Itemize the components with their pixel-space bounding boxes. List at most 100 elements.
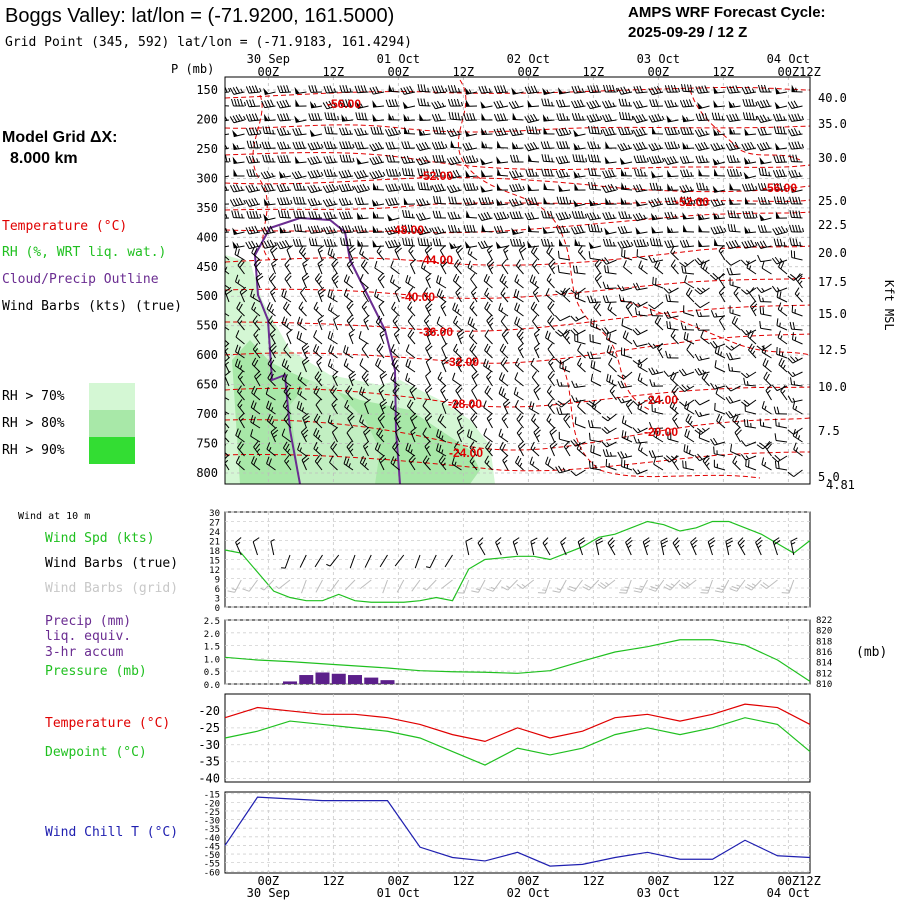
upper-barb-barb [787,370,793,378]
grid-wind-barb-barb [729,588,737,592]
upper-barb [390,350,400,359]
upper-barb-half-barb [783,185,786,191]
upper-barb [518,249,524,261]
upper-barb-barb [379,275,385,282]
upper-barb [637,427,648,434]
upper-barb-barb [485,441,491,448]
upper-barb-barb [571,380,576,388]
upper-barb-half-barb [621,286,625,291]
upper-barb-barb [431,114,436,122]
upper-barb-barb [695,155,700,164]
upper-barb-barb [440,328,447,335]
true-wind-barb [349,554,356,569]
upper-barb-barb [648,200,653,208]
upper-barb-barb [533,85,538,93]
upper-barb-barb [281,372,286,380]
upper-barb [714,466,726,471]
grid-wind-barb-half-barb [655,584,660,587]
upper-barb-barb [425,342,432,349]
grid-wind-barb [359,579,372,590]
top-hour-label: 12Z [322,65,344,79]
upper-barb-barb [377,444,381,452]
upper-barb [683,467,695,471]
upper-barb-barb [627,401,634,408]
upper-barb-barb [502,359,508,367]
upper-barb-barb [703,373,709,381]
upper-barb [761,267,772,275]
upper-barb-barb [346,314,353,322]
upper-barb-barb [686,169,690,177]
upper-barb-barb [245,199,250,207]
upper-barb-half-barb [398,227,401,233]
upper-barb-half-barb [302,185,305,191]
true-wind-barb [495,542,502,556]
upper-barb-barb [633,86,638,94]
upper-barb-half-barb [611,390,615,394]
upper-barb-barb [559,113,563,121]
upper-barb-barb [286,155,290,163]
true-wind-barb-barb [495,537,502,543]
upper-barb-barb [483,212,489,220]
precip-bar [364,677,379,684]
upper-barb-barb [374,442,379,450]
upper-barb-barb [472,415,478,422]
upper-barb-barb [588,125,591,134]
upper-barb [425,347,431,359]
upper-barb-barb [432,238,436,246]
upper-barb-barb [760,197,764,205]
upper-barb-barb [781,169,786,177]
upper-barb-barb [735,85,739,93]
upper-barb-half-barb [755,185,758,191]
upper-barb [730,259,741,266]
upper-barb-barb [251,127,256,135]
upper-barb-barb [694,409,700,417]
upper-barb-barb [254,85,259,93]
legend-cloud-outline: Cloud/Precip Outline [2,272,159,287]
upper-barb-barb [655,277,657,286]
upper-barb-barb [733,224,737,232]
upper-barb-half-barb [228,87,231,93]
upper-barb-flag [574,238,579,246]
upper-barb-barb [375,170,380,178]
upper-barb [234,254,245,261]
upper-barb-barb [220,303,222,310]
upper-barb-barb [359,170,365,178]
upper-barb-half-barb [222,406,223,410]
upper-barb [484,461,493,471]
upper-barb-half-barb [332,295,335,300]
upper-barb-barb [673,197,677,205]
upper-barb-barb [245,227,250,235]
upper-barb-barb [469,113,473,121]
upper-barb-barb [270,286,277,293]
upper-barb-barb [400,156,405,164]
upper-barb-barb [773,182,777,191]
upper-barb-barb [727,210,731,218]
upper-barb-barb [774,433,777,441]
kft-tick-label: 20.0 [818,246,847,260]
upper-barb-barb [558,128,563,136]
upper-barb-barb [496,113,501,121]
upper-barb [359,253,369,261]
upper-barb-half-barb [271,172,275,177]
upper-barb [296,337,307,345]
upper-barb-barb [369,144,374,152]
upper-barb-barb [266,413,271,421]
grid-wind-barb-barb [665,584,673,589]
upper-barb-barb [401,183,405,191]
upper-barb-half-barb [706,185,708,191]
upper-barb-barb [653,457,657,465]
upper-barb-barb [790,101,796,109]
upper-barb-barb [561,128,566,136]
upper-barb-barb [359,358,364,366]
upper-barb-half-barb [536,434,541,438]
upper-barb-barb [687,415,692,423]
upper-barb [374,448,385,457]
upper-barb-barb [499,211,504,220]
upper-barb-barb [637,359,641,367]
upper-barb-barb [359,386,363,394]
upper-barb-barb [704,457,710,464]
upper-barb-barb [348,141,352,149]
upper-barb-barb [664,141,669,150]
upper-barb-barb [440,300,447,307]
grid-wind-barb-barb [552,590,560,593]
